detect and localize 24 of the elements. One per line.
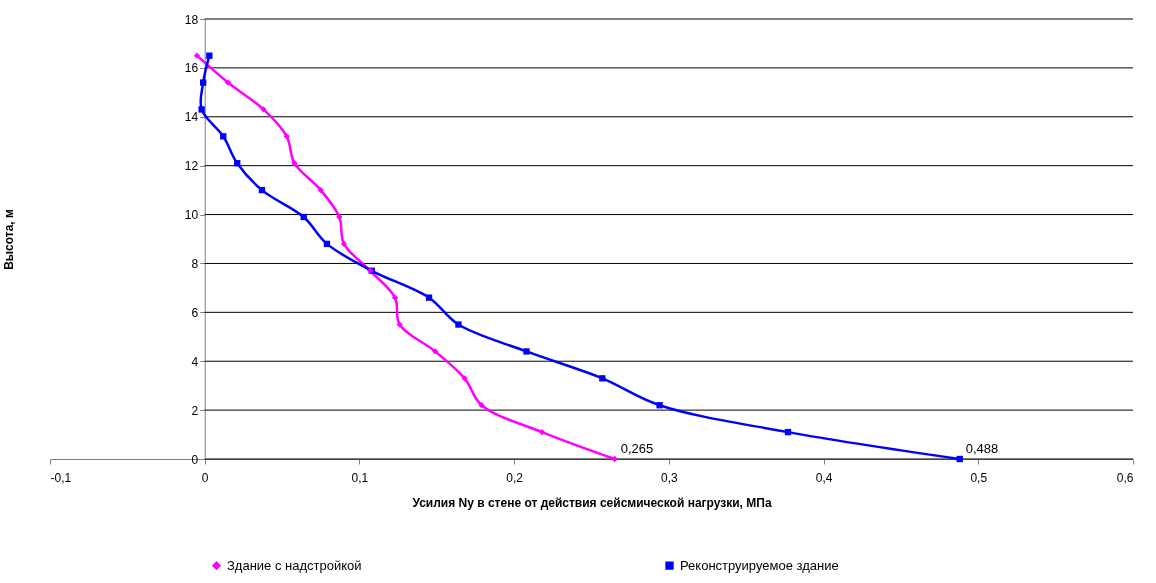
y-tick-label: 14 (184, 110, 199, 125)
y-axis-title: Высота, м (1, 209, 16, 270)
legend-label: Здание с надстройкой (227, 557, 362, 573)
legend-label: Реконструируемое здание (680, 557, 839, 573)
y-tick-label: 18 (184, 12, 199, 27)
x-tick-label: 0 (201, 470, 209, 485)
y-tick-label: 2 (191, 403, 199, 418)
x-axis-title: Усилия Ny в стене от действия сейсмической нагрузки, МПа (412, 495, 772, 510)
x-tick-label: 0,3 (661, 470, 679, 485)
y-tick-label: 4 (191, 354, 199, 369)
x-tick-label: 0,1 (351, 470, 369, 485)
annotation: 0,488 (965, 441, 999, 456)
annotation: 0,265 (620, 441, 654, 456)
y-tick-label: 16 (184, 61, 199, 76)
y-tick-label: 6 (191, 305, 199, 320)
x-tick-label: 0,6 (1116, 470, 1134, 485)
x-tick-label: 0,4 (815, 470, 833, 485)
y-tick-label: 0 (191, 452, 199, 467)
x-tick-label: 0,5 (970, 470, 988, 485)
y-tick-label: 12 (184, 159, 199, 174)
y-tick-label: 10 (184, 208, 199, 223)
y-tick-label: 8 (191, 256, 199, 271)
x-tick-label: -0,1 (50, 470, 72, 485)
x-tick-label: 0,2 (506, 470, 524, 485)
